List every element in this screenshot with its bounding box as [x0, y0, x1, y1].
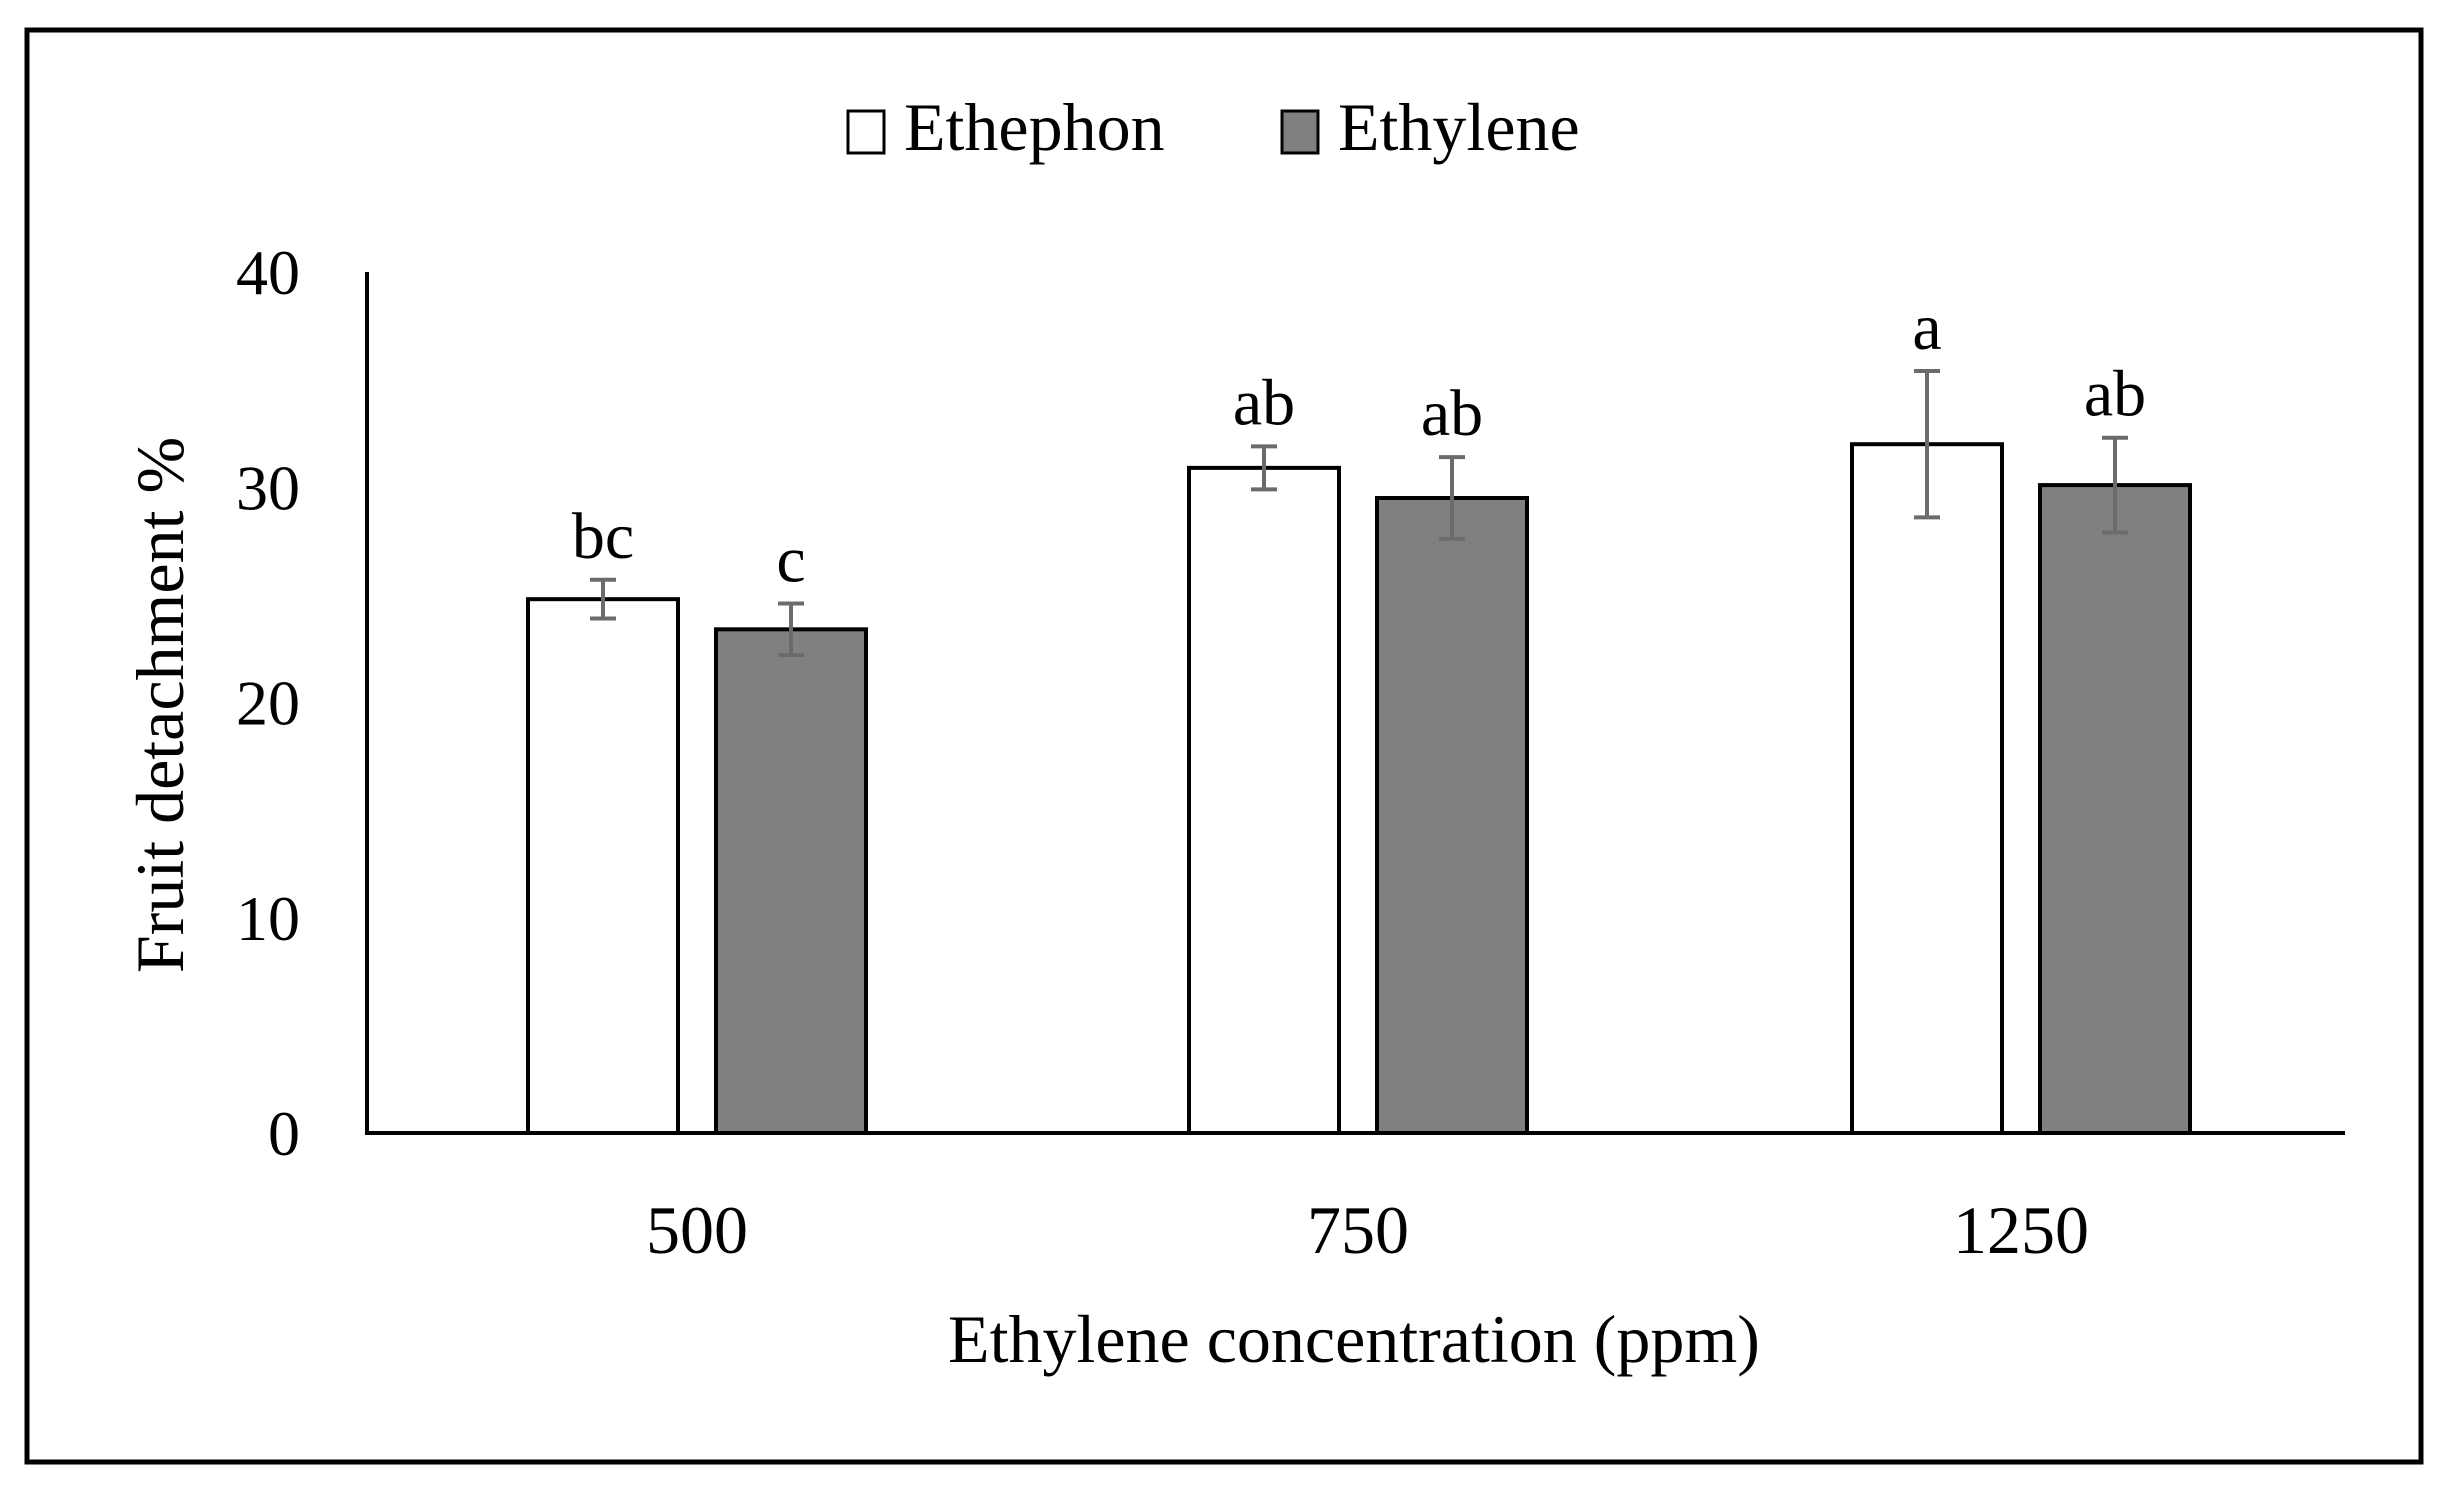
x-tick-label: 500: [646, 1192, 748, 1268]
significance-label-ethephon: bc: [572, 500, 634, 573]
legend-swatch-ethylene: [1280, 109, 1320, 155]
bar-ethylene: [1375, 496, 1529, 1135]
y-tick-label: 40: [236, 237, 300, 308]
x-axis-title: Ethylene concentration (ppm): [948, 1301, 1760, 1377]
legend-item-ethephon: Ethephon: [846, 89, 1165, 165]
bar-ethephon: [526, 597, 680, 1135]
legend-label-ethylene: Ethylene: [1338, 89, 1580, 165]
y-tick-label: 20: [236, 668, 300, 739]
legend-item-ethylene: Ethylene: [1280, 89, 1580, 165]
bar-ethephon: [1187, 465, 1341, 1135]
legend-label-ethephon: Ethephon: [904, 89, 1165, 165]
y-tick-labels: 0 10 20 30 40: [236, 237, 300, 1169]
significance-label-ethephon: ab: [1233, 366, 1295, 439]
y-tick-label: 10: [236, 883, 300, 954]
significance-label-ethephon: a: [1912, 291, 1941, 364]
significance-label-ethylene: ab: [2084, 358, 2146, 431]
plot-marks: bc ab a c ab ab: [526, 291, 2192, 1136]
y-axis-title: Fruit detachment %: [122, 437, 198, 973]
y-tick-label: 0: [268, 1098, 300, 1169]
significance-label-ethylene: ab: [1421, 377, 1483, 450]
significance-label-ethylene: c: [776, 523, 805, 596]
x-tick-label: 1250: [1953, 1192, 2089, 1268]
bar-ethylene: [2038, 483, 2192, 1136]
legend-swatch-ethephon: [846, 109, 886, 155]
bar-ethylene: [714, 627, 868, 1135]
y-tick-label: 30: [236, 452, 300, 523]
x-tick-labels: 500 750 1250: [646, 1192, 2089, 1268]
x-tick-label: 750: [1307, 1192, 1409, 1268]
bar-ethephon: [1850, 442, 2004, 1135]
legend: Ethephon Ethylene: [846, 89, 1580, 165]
